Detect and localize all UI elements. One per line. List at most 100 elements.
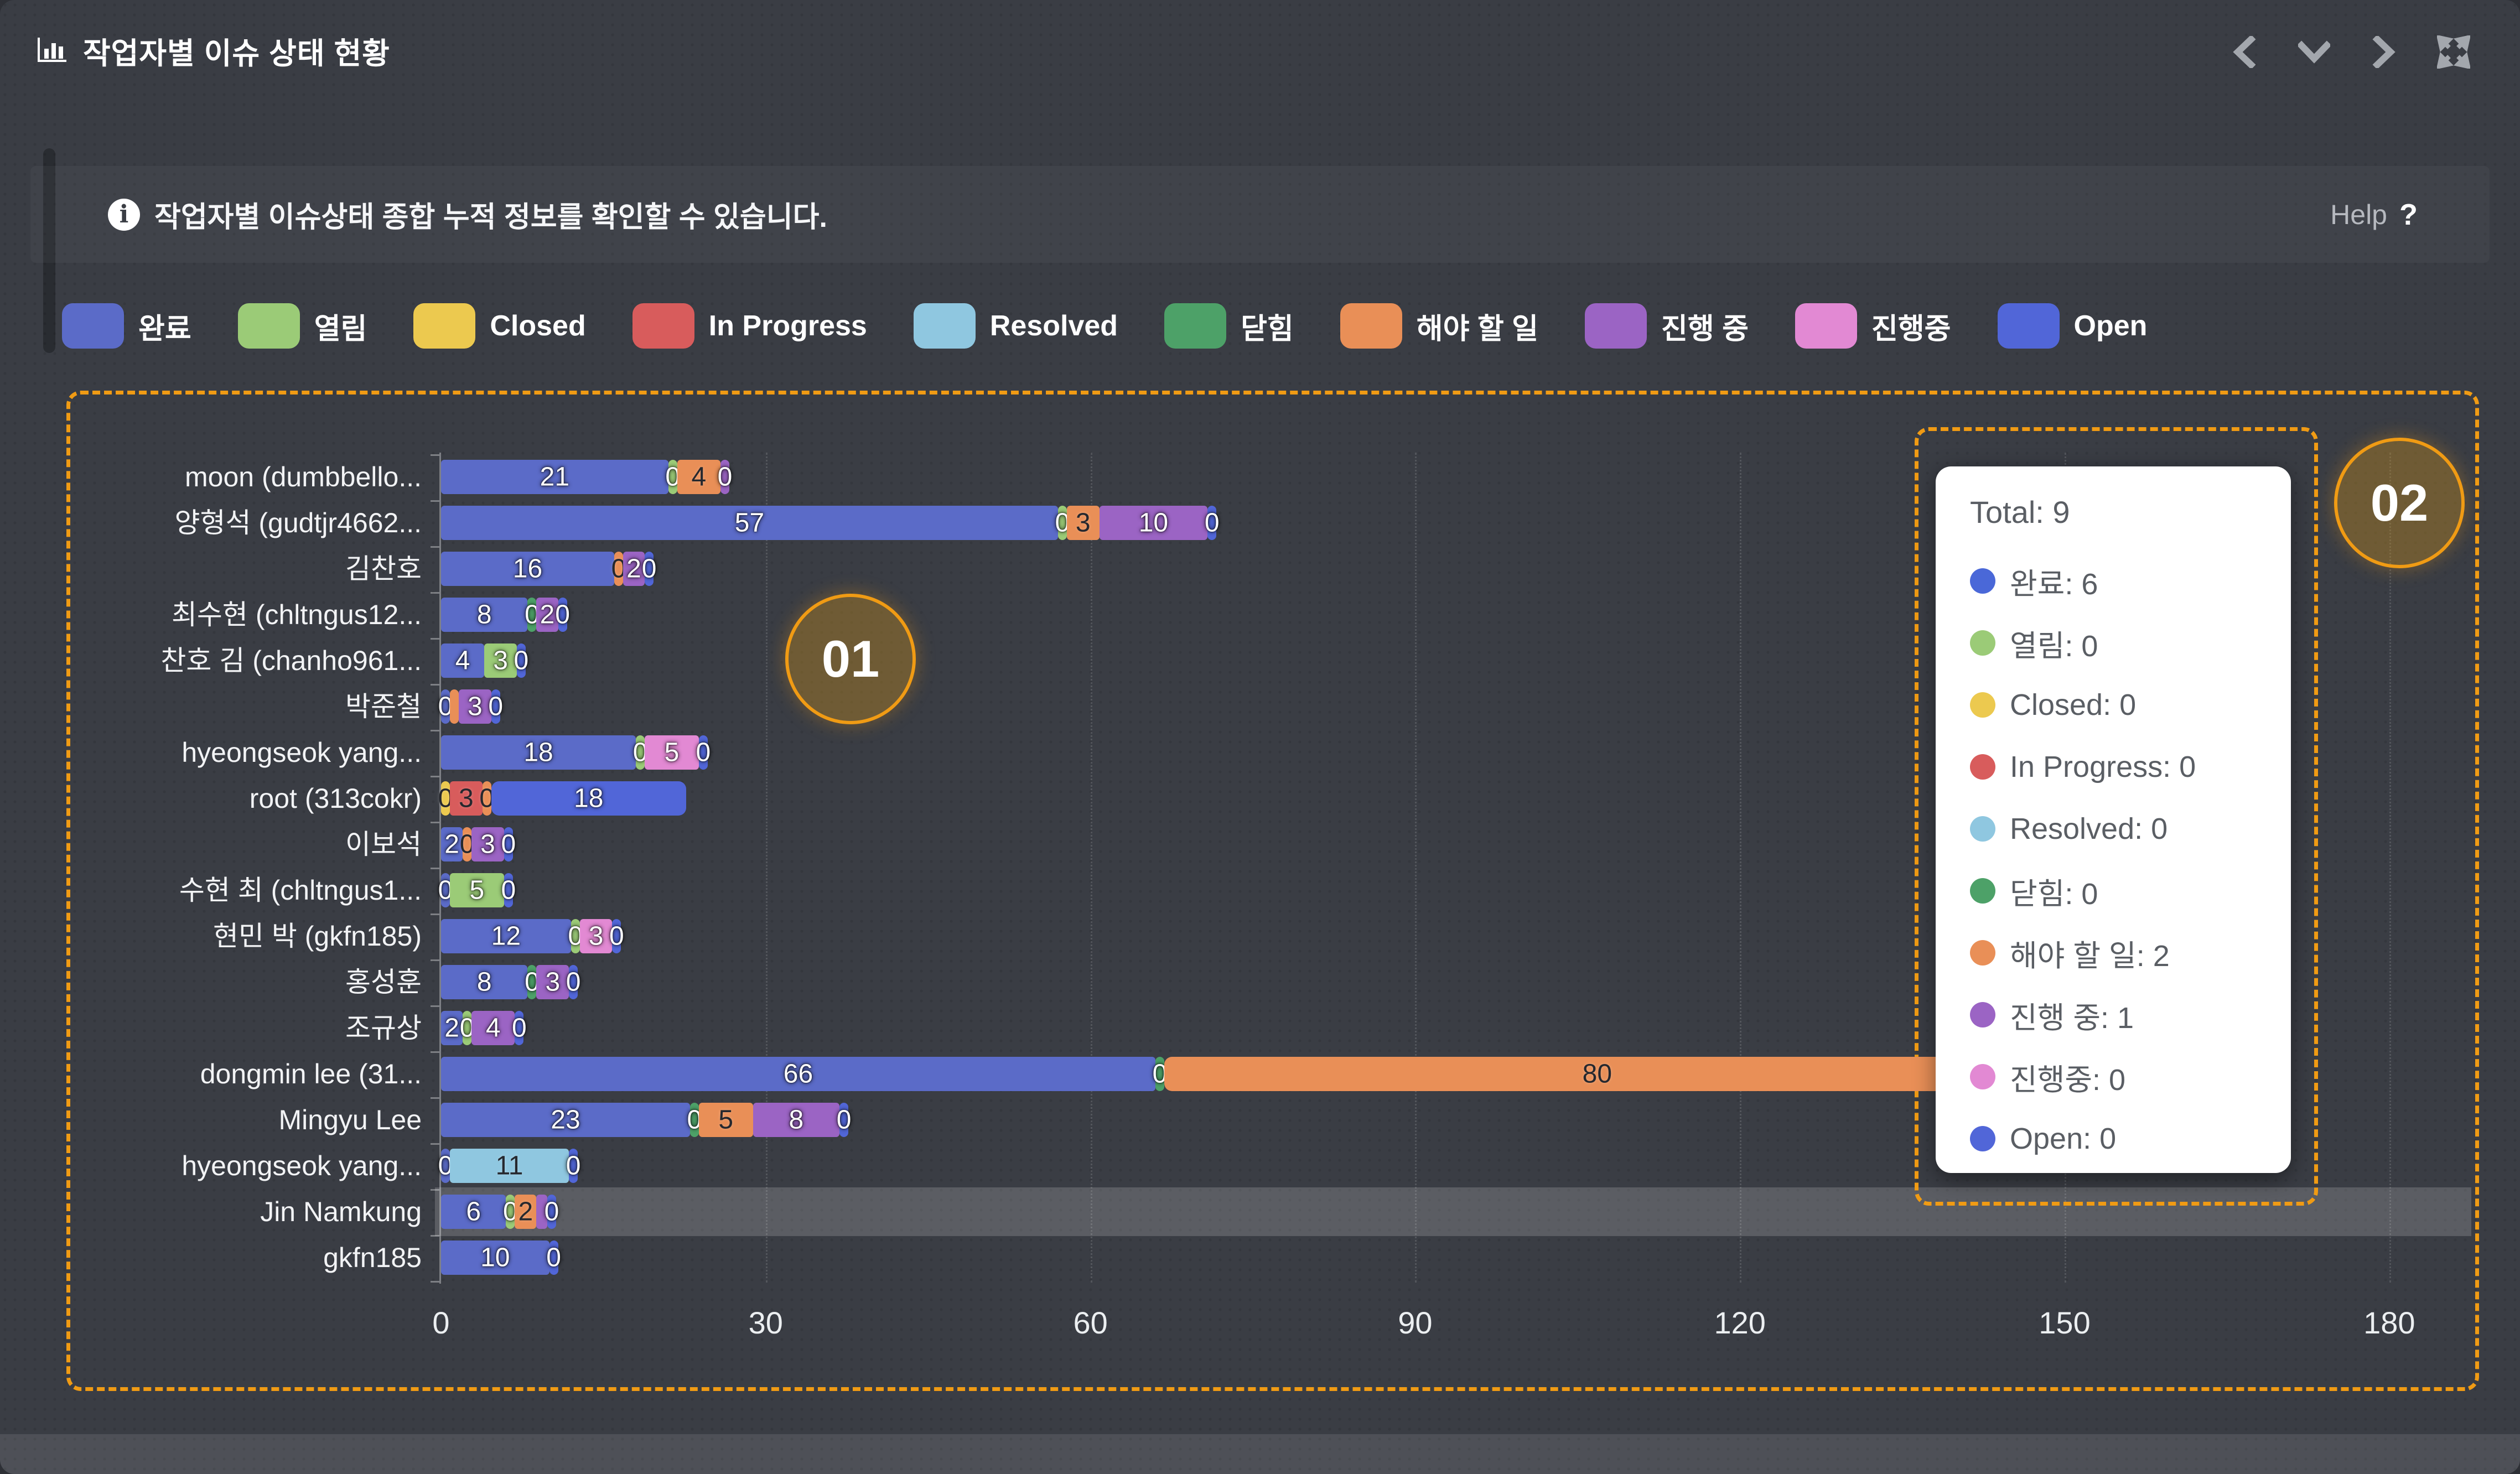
chevron-down-icon[interactable] bbox=[2298, 35, 2331, 69]
bar-segment[interactable]: 11 bbox=[450, 1149, 569, 1183]
bar-segment[interactable]: 3 bbox=[484, 643, 517, 678]
bar-segment[interactable]: 0 bbox=[611, 552, 626, 586]
bar-segment[interactable]: 0 bbox=[479, 781, 494, 816]
gridline bbox=[2389, 453, 2391, 1283]
bar-segment[interactable]: 8 bbox=[441, 965, 528, 999]
bar-segment[interactable]: 0 bbox=[512, 1011, 527, 1045]
bar-segment[interactable]: 5 bbox=[645, 735, 699, 770]
y-axis-tick bbox=[431, 637, 439, 640]
hover-highlight-band bbox=[435, 1187, 2471, 1236]
bar-segment[interactable]: 0 bbox=[438, 873, 453, 907]
bar-segment[interactable]: 0 bbox=[1153, 1057, 1167, 1091]
bar-segment[interactable]: 0 bbox=[546, 1241, 561, 1275]
legend-swatch bbox=[237, 303, 300, 349]
y-axis-tick bbox=[431, 1143, 439, 1145]
bar-segment[interactable]: 0 bbox=[566, 1149, 581, 1183]
bar-segment[interactable]: 0 bbox=[1055, 506, 1070, 540]
bar-segment[interactable]: 0 bbox=[687, 1103, 702, 1137]
bar-segment[interactable]: 0 bbox=[501, 873, 516, 907]
bar-segment[interactable] bbox=[450, 689, 459, 724]
legend-item[interactable]: 완료 bbox=[62, 303, 191, 349]
tooltip-item-label: In Progress: 0 bbox=[2010, 750, 2196, 783]
bar-segment[interactable]: 0 bbox=[525, 598, 540, 632]
bar-segment[interactable]: 0 bbox=[837, 1103, 852, 1137]
bar-segment[interactable]: 21 bbox=[441, 460, 668, 494]
bar-segment[interactable]: 0 bbox=[460, 1011, 474, 1045]
bar-segment[interactable]: 0 bbox=[568, 919, 583, 953]
legend-item[interactable]: Open bbox=[1997, 303, 2147, 349]
bar-segment[interactable]: 10 bbox=[441, 1241, 549, 1275]
tooltip-total: Total: 9 bbox=[1970, 495, 2070, 530]
expand-icon[interactable] bbox=[2437, 35, 2470, 69]
help-button[interactable]: Help ? bbox=[2330, 166, 2418, 263]
bar-value-label: 3 bbox=[480, 829, 495, 859]
bar-segment[interactable]: 0 bbox=[438, 689, 453, 724]
bar-segment[interactable] bbox=[536, 1195, 548, 1229]
category-label: 현민 박 (gkfn185) bbox=[212, 921, 422, 952]
bar-segment[interactable]: 3 bbox=[1066, 506, 1100, 540]
bar-segment[interactable]: 3 bbox=[450, 781, 483, 816]
legend-item[interactable]: 진행중 bbox=[1795, 303, 1951, 349]
bar-segment[interactable]: 23 bbox=[441, 1103, 690, 1137]
legend-item[interactable]: Resolved bbox=[913, 303, 1118, 349]
bar-segment[interactable]: 0 bbox=[460, 827, 474, 861]
bar-segment[interactable]: 18 bbox=[441, 735, 636, 770]
legend-item[interactable]: 닫힘 bbox=[1164, 303, 1294, 349]
category-label: 최수현 (chltngus12... bbox=[171, 599, 422, 630]
bar-segment[interactable]: 3 bbox=[579, 919, 613, 953]
bar-segment[interactable]: 2 bbox=[441, 827, 463, 861]
bar-segment[interactable]: 2 bbox=[536, 598, 558, 632]
bar-segment[interactable]: 0 bbox=[488, 689, 503, 724]
bar-segment[interactable]: 4 bbox=[677, 460, 720, 494]
bar-segment[interactable]: 0 bbox=[642, 552, 656, 586]
bar-segment[interactable]: 6 bbox=[441, 1195, 506, 1229]
bar-segment[interactable]: 0 bbox=[665, 460, 680, 494]
bar-segment[interactable]: 12 bbox=[441, 919, 571, 953]
bar-segment[interactable]: 0 bbox=[503, 1195, 518, 1229]
chevron-right-icon[interactable] bbox=[2367, 35, 2400, 69]
legend-label: 진행 중 bbox=[1661, 313, 1749, 345]
legend-item[interactable]: 진행 중 bbox=[1585, 303, 1749, 349]
tooltip-item: 완료: 6 bbox=[1970, 550, 2291, 612]
bar-segment[interactable]: 3 bbox=[471, 827, 504, 861]
bar-segment[interactable]: 0 bbox=[555, 598, 570, 632]
chevron-left-icon[interactable] bbox=[2228, 35, 2261, 69]
bar-segment[interactable]: 0 bbox=[696, 735, 711, 770]
bar-segment[interactable]: 16 bbox=[441, 552, 614, 586]
bar-segment[interactable]: 0 bbox=[718, 460, 732, 494]
bar-segment[interactable]: 2 bbox=[515, 1195, 537, 1229]
bar-segment[interactable]: 57 bbox=[441, 506, 1058, 540]
bar-segment[interactable]: 3 bbox=[536, 965, 569, 999]
bar-segment[interactable]: 5 bbox=[698, 1103, 753, 1137]
legend-item[interactable]: In Progress bbox=[632, 303, 867, 349]
bar-segment[interactable]: 0 bbox=[438, 781, 453, 816]
bar-value-label: 3 bbox=[588, 921, 604, 951]
bar-segment[interactable]: 0 bbox=[609, 919, 624, 953]
legend-item[interactable]: 해야 할 일 bbox=[1340, 303, 1538, 349]
bar-segment[interactable]: 0 bbox=[633, 735, 647, 770]
legend-label: Closed bbox=[490, 310, 586, 342]
bar-segment[interactable]: 66 bbox=[441, 1057, 1155, 1091]
legend-item[interactable]: Closed bbox=[413, 303, 586, 349]
bar-segment[interactable]: 0 bbox=[1205, 506, 1220, 540]
bar-segment[interactable]: 0 bbox=[566, 965, 581, 999]
bar-segment[interactable]: 4 bbox=[471, 1011, 515, 1045]
bar-segment[interactable]: 0 bbox=[514, 643, 528, 678]
bar-segment[interactable]: 18 bbox=[491, 781, 686, 816]
bar-segment[interactable]: 2 bbox=[441, 1011, 463, 1045]
bar-value-label: 11 bbox=[495, 1151, 523, 1181]
bar-segment[interactable]: 0 bbox=[525, 965, 540, 999]
bar-segment[interactable]: 2 bbox=[623, 552, 645, 586]
bar-segment[interactable]: 10 bbox=[1099, 506, 1208, 540]
bar-segment[interactable]: 8 bbox=[753, 1103, 840, 1137]
bar-segment[interactable]: 5 bbox=[450, 873, 504, 907]
bar-segment[interactable]: 80 bbox=[1164, 1057, 2030, 1091]
bar-segment[interactable]: 3 bbox=[459, 689, 491, 724]
bar-segment[interactable]: 8 bbox=[441, 598, 528, 632]
legend-item[interactable]: 열림 bbox=[237, 303, 367, 349]
scrollbar[interactable] bbox=[43, 148, 55, 353]
bar-segment[interactable]: 0 bbox=[438, 1149, 453, 1183]
bar-segment[interactable]: 0 bbox=[501, 827, 516, 861]
bar-segment[interactable]: 0 bbox=[545, 1195, 559, 1229]
bar-segment[interactable]: 4 bbox=[441, 643, 485, 678]
